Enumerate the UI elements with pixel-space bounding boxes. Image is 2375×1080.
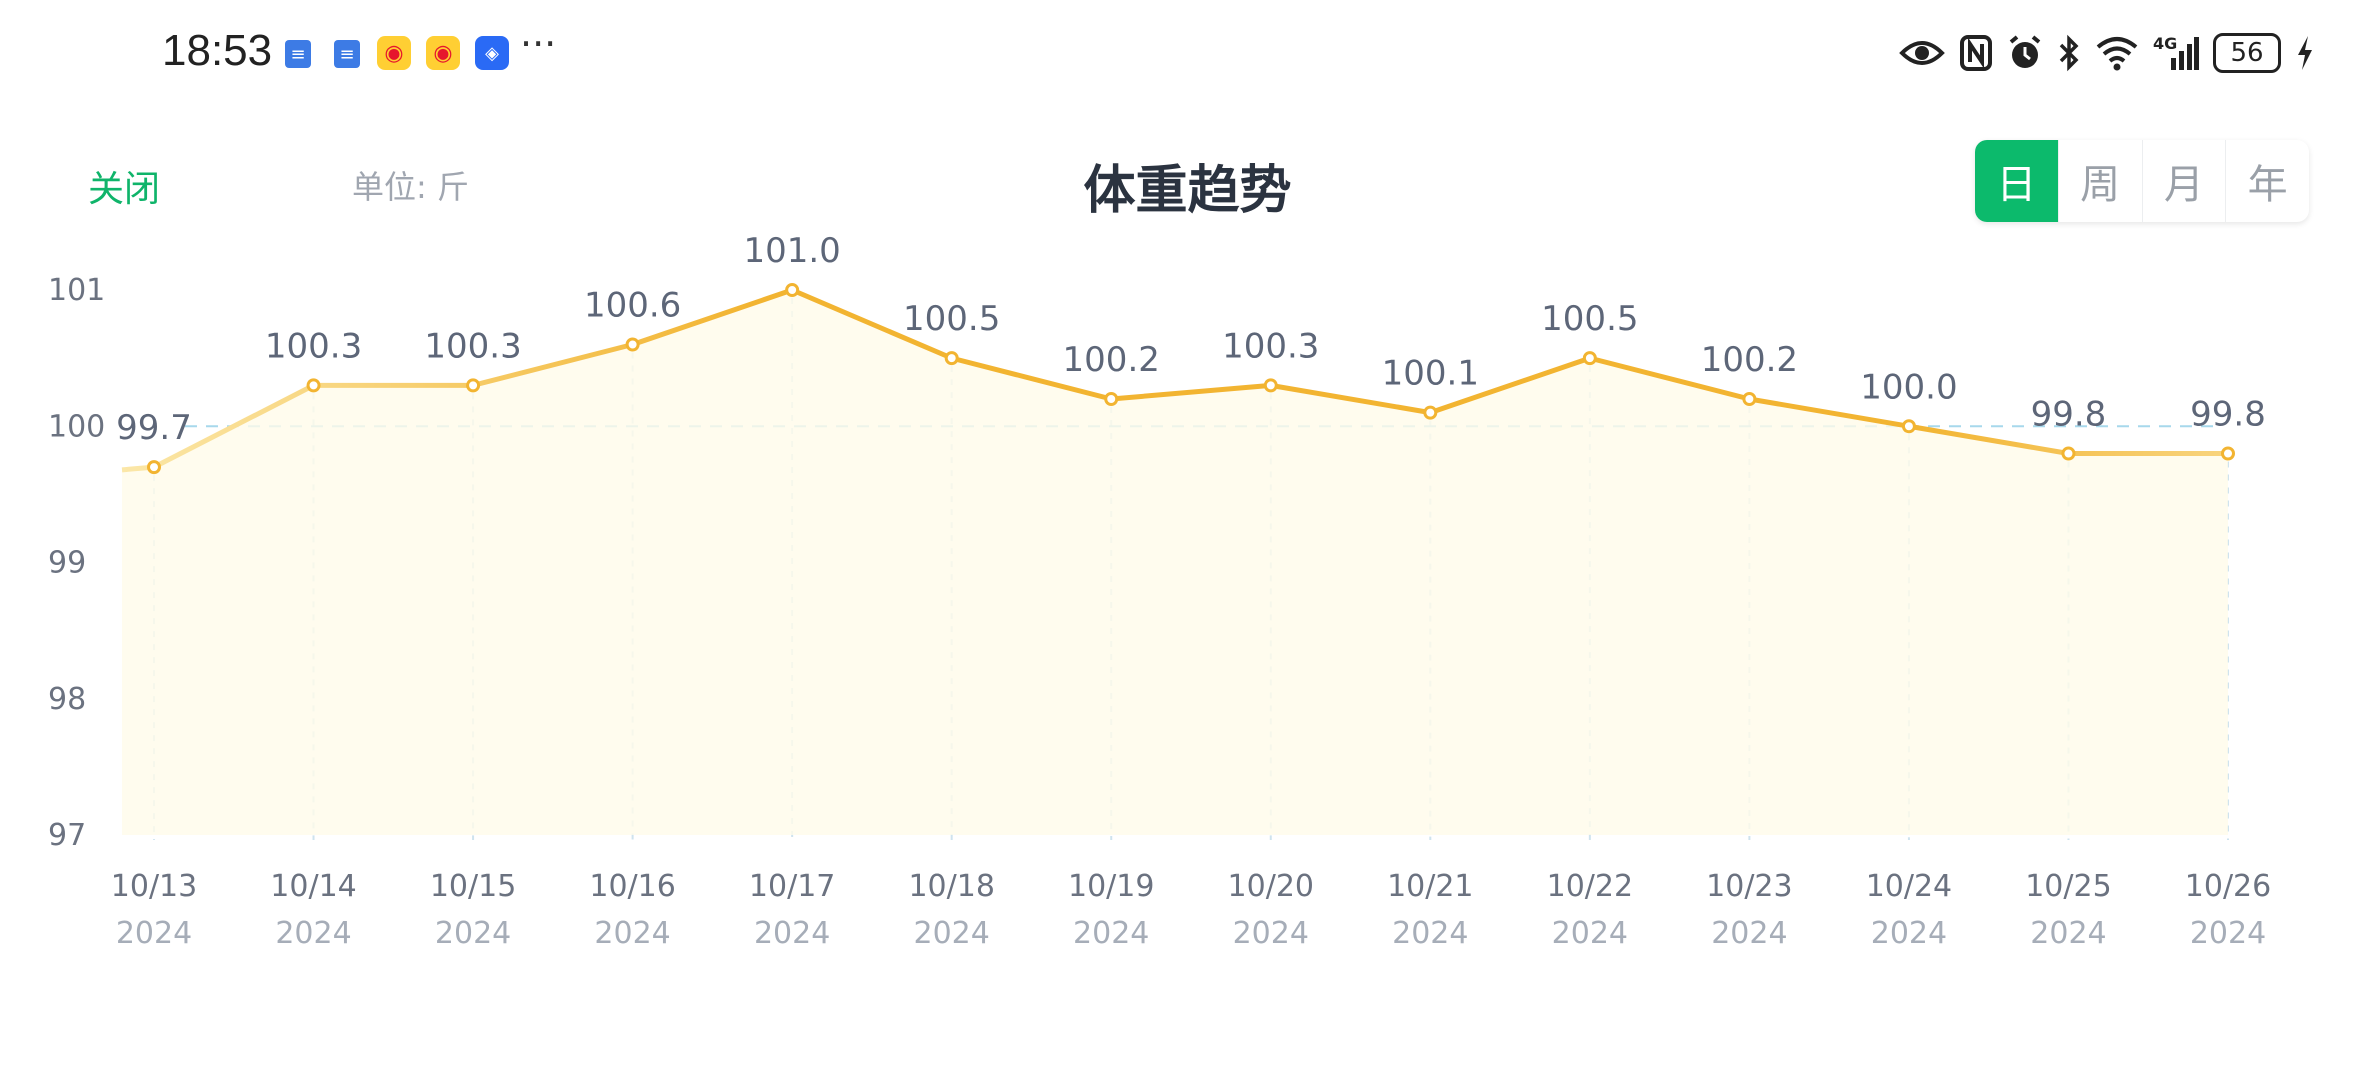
- data-label: 100.1: [1382, 354, 1479, 394]
- x-tick-date: 10/25: [2025, 869, 2111, 904]
- x-tick-year: 2024: [275, 916, 351, 951]
- data-label: 100.3: [1222, 326, 1319, 366]
- database-app-icon: ≡: [334, 40, 360, 68]
- x-tick-date: 10/21: [1387, 869, 1473, 904]
- x-tick-date: 10/24: [1866, 869, 1952, 904]
- status-bar: 18:53 ≡ ≡ ◉ ◉ ◈ ··· 4G 56: [0, 0, 2375, 110]
- y-tick-label: 100: [48, 409, 105, 444]
- x-tick-year: 2024: [754, 916, 830, 951]
- page-title: 体重趋势: [1083, 161, 1292, 221]
- data-point[interactable]: [625, 337, 640, 352]
- x-tick-year: 2024: [1392, 916, 1468, 951]
- status-icons: 4G 56: [1899, 28, 2315, 78]
- data-label: 99.8: [2190, 395, 2266, 435]
- chart-area: [122, 290, 2228, 835]
- x-tick-year: 2024: [2190, 916, 2266, 951]
- tab-week[interactable]: 周: [2057, 140, 2142, 222]
- data-point[interactable]: [306, 378, 321, 393]
- tab-year[interactable]: 年: [2225, 140, 2309, 222]
- data-point[interactable]: [466, 378, 481, 393]
- data-label: 101.0: [743, 231, 840, 271]
- charging-icon: [2295, 34, 2315, 72]
- data-point[interactable]: [785, 283, 800, 297]
- x-tick-date: 10/13: [111, 869, 197, 904]
- nfc-icon: [1959, 34, 1993, 72]
- bluetooth-icon: [2057, 34, 2081, 72]
- data-point[interactable]: [2221, 446, 2235, 461]
- unit-indicator: 单位: 斤: [352, 162, 469, 208]
- x-tick-year: 2024: [914, 916, 990, 951]
- eye-icon: [1899, 36, 1945, 70]
- chart-points: [147, 283, 2235, 475]
- wifi-icon: [2095, 35, 2139, 71]
- x-tick-date: 10/15: [430, 869, 516, 904]
- close-button[interactable]: 关闭: [88, 169, 161, 210]
- battery-level: 56: [2213, 33, 2281, 73]
- data-point[interactable]: [1423, 405, 1438, 420]
- data-label: 100.3: [265, 326, 362, 366]
- network-type-label: 4G: [2153, 34, 2178, 53]
- area-fill: [122, 290, 2228, 835]
- y-tick-label: 99: [48, 546, 86, 581]
- x-tick-date: 10/26: [2185, 869, 2271, 904]
- x-tick-year: 2024: [1233, 916, 1309, 951]
- x-tick-year: 2024: [1871, 916, 1947, 951]
- data-point[interactable]: [1582, 351, 1597, 366]
- x-tick-date: 10/23: [1706, 869, 1792, 904]
- data-point[interactable]: [1901, 419, 1916, 434]
- data-label: 100.5: [903, 299, 1000, 339]
- app-notification-icon: ◈: [475, 36, 509, 70]
- data-label: 100.6: [584, 286, 681, 326]
- data-point[interactable]: [1104, 392, 1119, 406]
- tab-day[interactable]: 日: [1975, 140, 2058, 222]
- x-tick-year: 2024: [435, 916, 511, 951]
- x-tick-date: 10/22: [1547, 869, 1633, 904]
- period-tabs: 日 周 月 年: [1975, 140, 2309, 222]
- x-tick-year: 2024: [2030, 916, 2106, 951]
- data-point[interactable]: [147, 460, 161, 475]
- data-label: 100.3: [424, 326, 521, 366]
- x-tick-date: 10/19: [1068, 869, 1154, 904]
- unit-value: 斤: [436, 168, 469, 206]
- x-tick-year: 2024: [594, 916, 670, 951]
- data-label: 100.2: [1063, 340, 1160, 380]
- signal-icon: 4G: [2153, 34, 2199, 72]
- x-tick-date: 10/20: [1228, 869, 1314, 904]
- x-tick-date: 10/17: [749, 869, 835, 904]
- more-notifications-icon: ···: [520, 22, 557, 66]
- data-point[interactable]: [1263, 378, 1278, 393]
- data-label: 99.7: [116, 408, 192, 448]
- data-point[interactable]: [944, 351, 959, 366]
- x-tick-date: 10/16: [589, 869, 675, 904]
- data-label: 100.5: [1541, 299, 1638, 339]
- tab-month[interactable]: 月: [2141, 140, 2226, 222]
- chart-labels: 97 98 99 100 101 99.7 10/13 2024 100.3 10/14 2024 1…: [48, 231, 2271, 951]
- status-time: 18:53: [162, 26, 273, 75]
- y-tick-label: 98: [48, 682, 86, 717]
- alarm-icon: [2007, 34, 2043, 72]
- y-tick-label: 97: [48, 818, 86, 853]
- weibo-app-icon: ◉: [426, 36, 460, 70]
- y-tick-label: 101: [48, 273, 105, 308]
- unit-label: 单位:: [352, 168, 427, 206]
- data-label: 99.8: [2031, 395, 2107, 435]
- x-tick-year: 2024: [1552, 916, 1628, 951]
- weibo-app-icon: ◉: [377, 36, 411, 70]
- database-app-icon: ≡: [285, 40, 311, 68]
- x-tick-date: 10/14: [270, 869, 356, 904]
- x-tick-year: 2024: [1073, 916, 1149, 951]
- data-label: 100.0: [1860, 367, 1957, 407]
- data-point[interactable]: [1742, 392, 1757, 406]
- x-tick-year: 2024: [1711, 916, 1787, 951]
- data-point[interactable]: [2061, 446, 2076, 461]
- battery-icon: 56: [2213, 33, 2281, 73]
- x-tick-date: 10/18: [908, 869, 994, 904]
- data-label: 100.2: [1701, 340, 1798, 380]
- x-tick-year: 2024: [116, 916, 192, 951]
